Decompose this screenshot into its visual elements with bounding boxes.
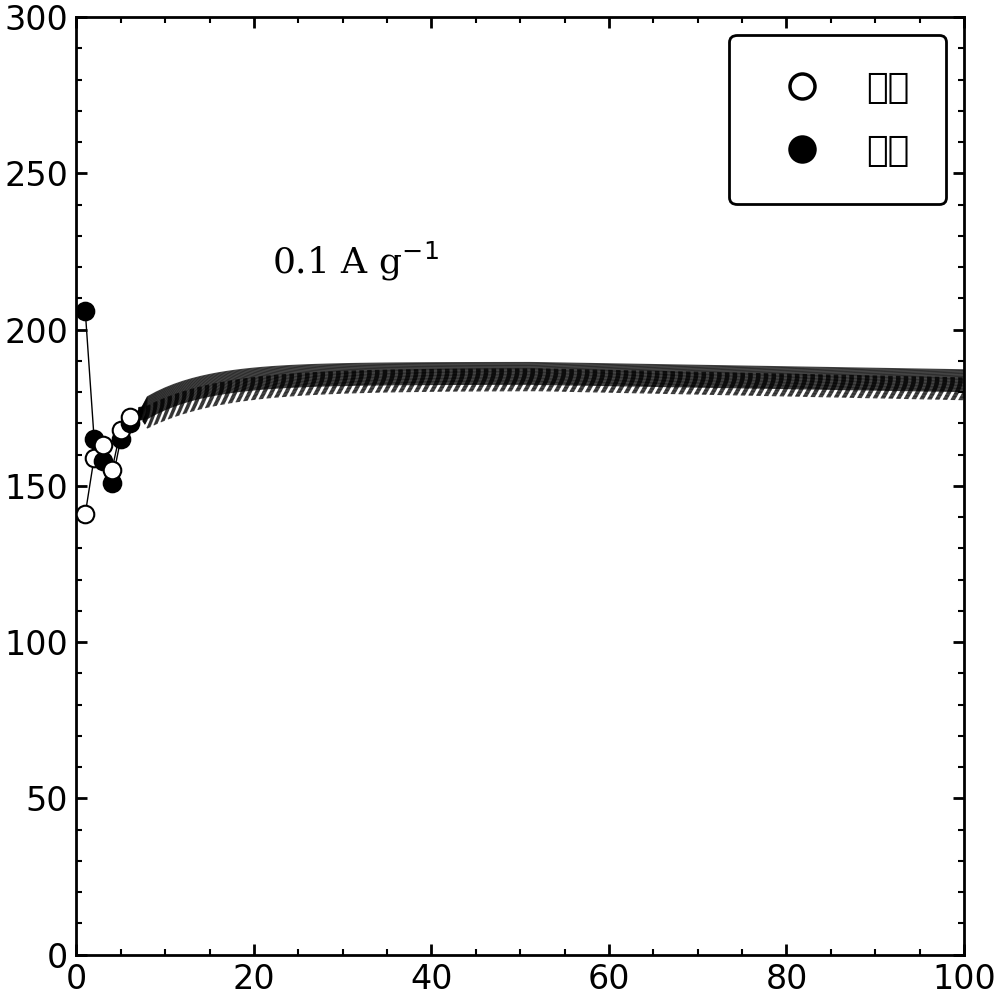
Point (77, 303, 93, 319)
Point (77, 506, 93, 522)
Point (86, 450, 102, 466)
Text: 0.1 A g$^{-1}$: 0.1 A g$^{-1}$ (272, 240, 439, 283)
Point (86, 431, 102, 447)
Point (113, 422, 129, 438)
Point (104, 462, 120, 478)
Point (95, 437, 111, 453)
Legend: 充电, 放电: 充电, 放电 (729, 35, 946, 204)
Point (122, 409, 138, 425)
Point (122, 415, 138, 431)
Point (104, 475, 120, 491)
Point (113, 431, 129, 447)
Point (95, 453, 111, 469)
